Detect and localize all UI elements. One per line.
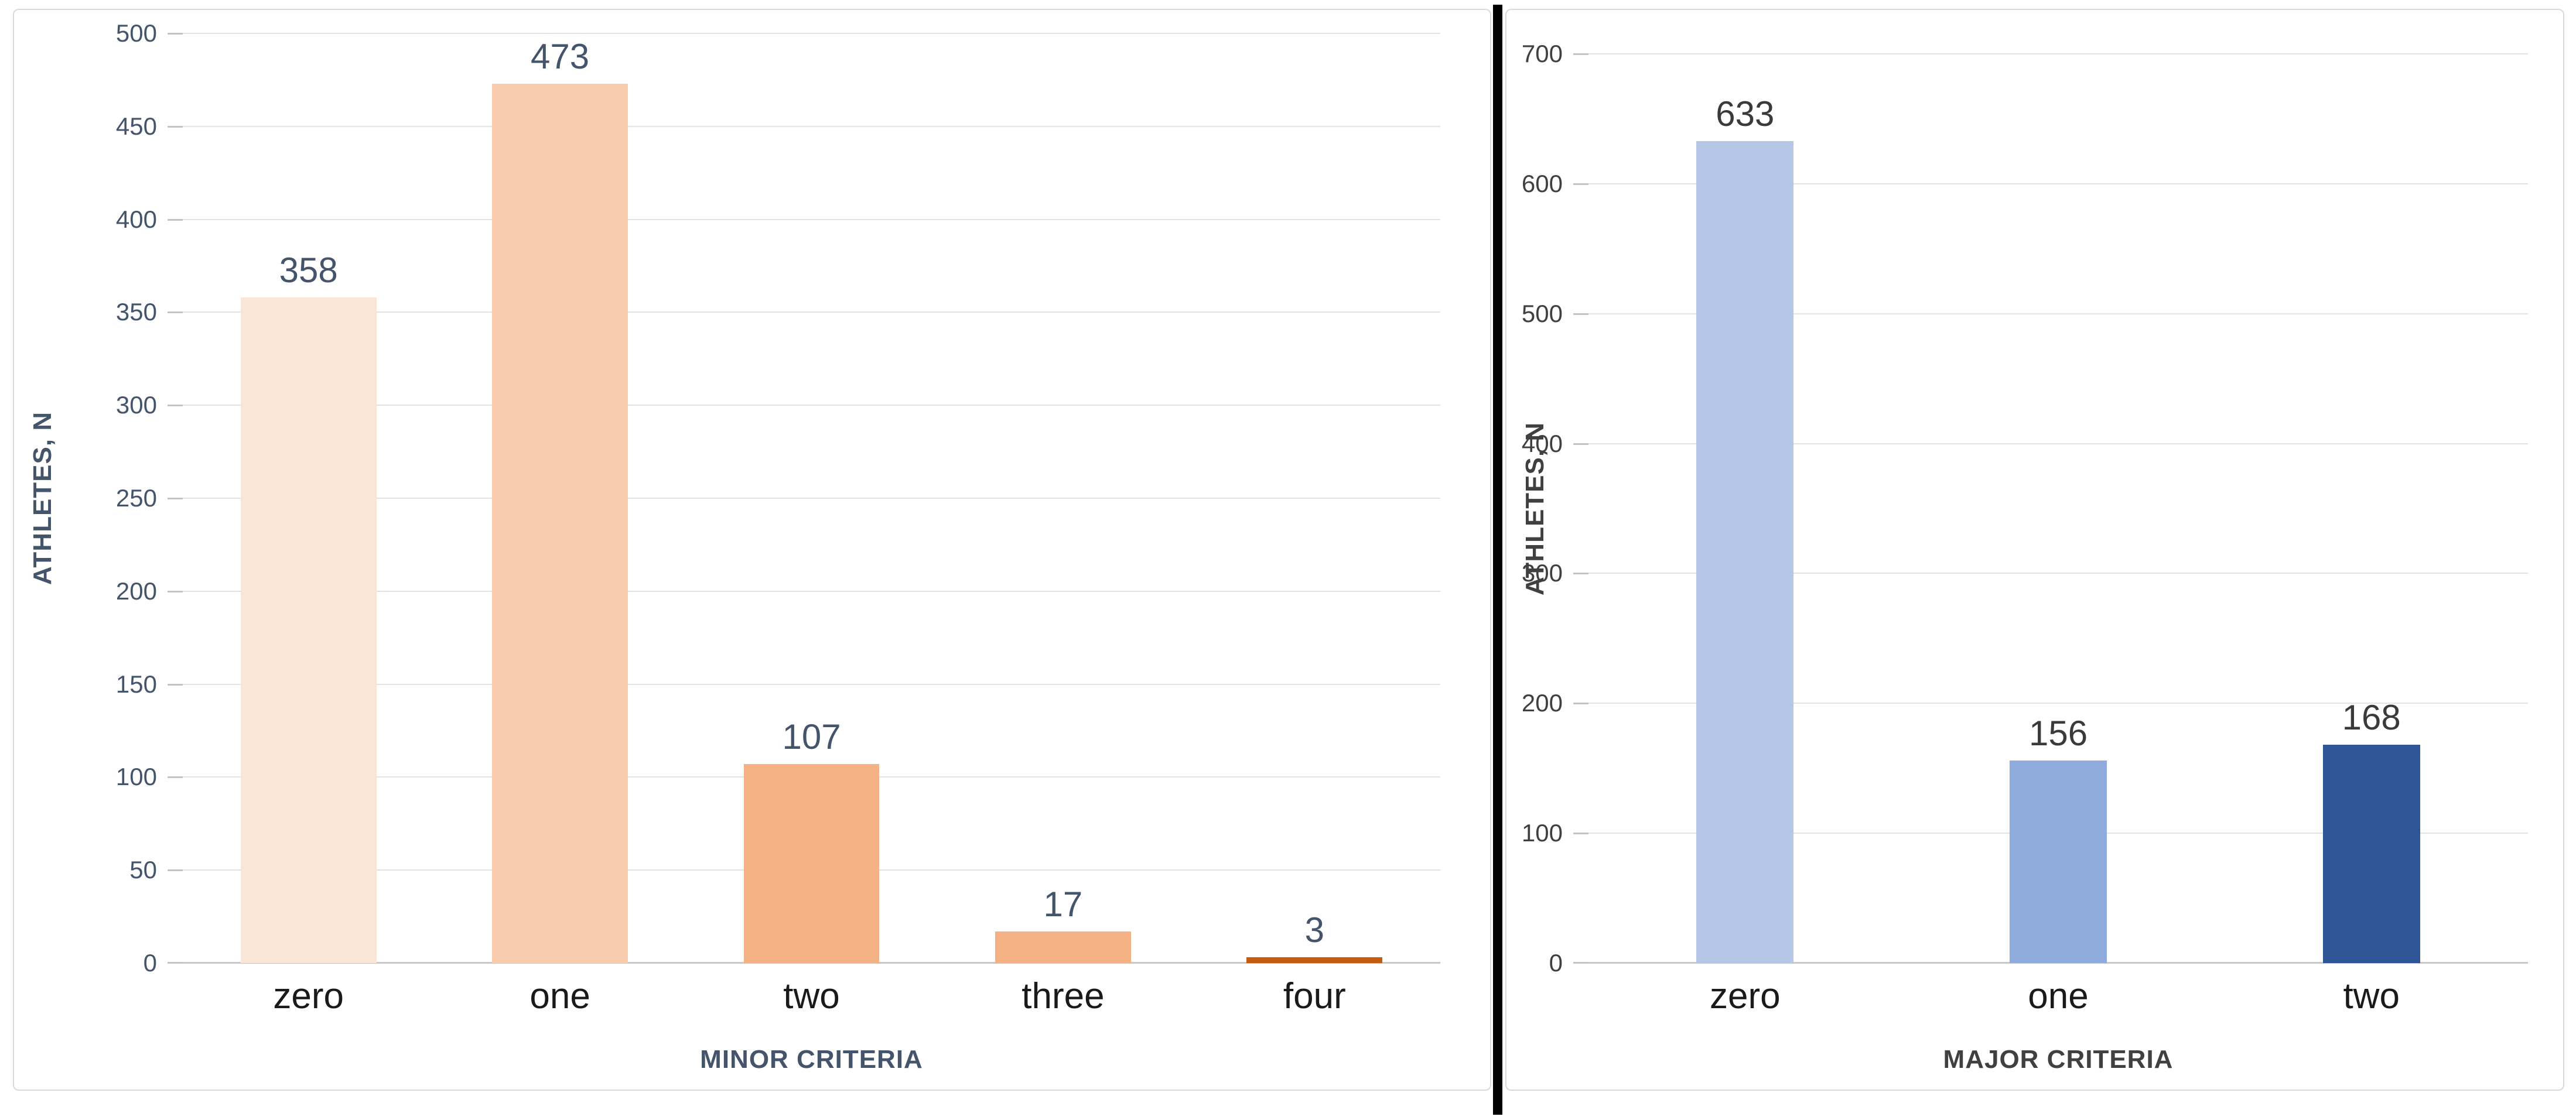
bar-value-label: 17 — [1043, 885, 1083, 924]
x-category-label: two — [783, 976, 840, 1016]
y-tick-label: 450 — [115, 112, 157, 140]
minor-criteria-chart: ATHLETES, N 0 50 100 150 200 250 300 350 400 450 5… — [13, 9, 1491, 1091]
bar-slot-one: 473 — [434, 33, 685, 963]
y-tick-label: 0 — [143, 949, 157, 977]
y-tick-label: 100 — [1521, 819, 1563, 847]
y-tick-mark — [1573, 53, 1588, 55]
bar-value-label: 168 — [2342, 698, 2401, 738]
y-tick-label: 300 — [1521, 559, 1563, 587]
bar-value-label: 473 — [531, 36, 590, 76]
y-tick-label: 600 — [1521, 169, 1563, 197]
x-category-label: two — [2343, 976, 2400, 1016]
x-category-label: zero — [273, 976, 344, 1016]
bar-value-label: 107 — [782, 717, 841, 757]
y-tick-label: 150 — [115, 670, 157, 698]
y-tick-label: 250 — [115, 484, 157, 512]
bar-slot-two: 168 — [2215, 54, 2528, 963]
gridline — [168, 125, 1440, 128]
y-tick-mark — [168, 125, 183, 128]
bar-two — [2322, 745, 2420, 963]
y-tick-mark — [168, 869, 183, 872]
x-category-label: one — [2028, 976, 2089, 1016]
y-tick-mark — [168, 683, 183, 686]
bar-value-label: 156 — [2028, 713, 2088, 753]
y-tick-mark — [168, 962, 183, 964]
bar-value-label: 3 — [1304, 910, 1325, 950]
gridline — [1573, 443, 2528, 445]
y-tick-label: 100 — [115, 763, 157, 791]
gridline — [168, 33, 1440, 35]
gridline — [168, 683, 1440, 686]
y-tick-label: 400 — [1521, 429, 1563, 457]
y-tick-mark — [168, 405, 183, 407]
y-tick-label: 50 — [129, 856, 157, 884]
bar-value-label: 633 — [1716, 94, 1775, 133]
x-axis-title: MAJOR CRITERIA — [1943, 1045, 2174, 1074]
vertical-divider — [1493, 5, 1502, 1115]
y-tick-label: 400 — [115, 205, 157, 233]
x-category-label: one — [529, 976, 590, 1016]
bar-slot-zero: 633 — [1588, 54, 1902, 963]
x-axis-title: MINOR CRITERIA — [700, 1045, 923, 1074]
y-tick-label: 0 — [1549, 949, 1563, 977]
bar-three — [995, 931, 1131, 963]
y-tick-mark — [168, 498, 183, 499]
bar-slot-three: 17 — [937, 33, 1188, 963]
gridline — [168, 590, 1440, 592]
major-criteria-chart: ATHLETES, N 0 100 200 300 400 500 600 700 633 15… — [1505, 9, 2564, 1091]
x-category-label: zero — [1710, 976, 1781, 1016]
y-tick-mark — [168, 311, 183, 314]
y-tick-mark — [1573, 703, 1588, 705]
y-tick-mark — [1573, 833, 1588, 835]
y-tick-label: 700 — [1521, 40, 1563, 67]
y-axis-tick-labels: 0 100 200 300 400 500 600 700 — [1506, 42, 1563, 975]
plot-area: 633 156 168 — [1573, 53, 2528, 964]
bar-four — [1246, 957, 1383, 963]
bar-slot-four: 3 — [1189, 33, 1440, 963]
y-axis-tick-labels: 0 50 100 150 200 250 300 350 400 450 500 — [14, 21, 157, 975]
y-tick-mark — [1573, 313, 1588, 315]
bar-zero — [1696, 141, 1794, 963]
bar-one — [492, 83, 628, 963]
y-tick-label: 500 — [1521, 299, 1563, 327]
y-tick-mark — [168, 33, 183, 35]
bar-value-label: 358 — [279, 251, 338, 290]
y-tick-label: 500 — [115, 19, 157, 47]
x-axis-category-labels: zero one two three four — [183, 978, 1440, 1015]
y-tick-label: 300 — [115, 391, 157, 419]
gridline — [1573, 703, 2528, 705]
y-tick-label: 350 — [115, 298, 157, 326]
plot-area: 358 473 107 17 3 — [168, 33, 1440, 964]
y-tick-mark — [168, 218, 183, 221]
bar-series: 633 156 168 — [1588, 54, 2528, 963]
gridline — [1573, 53, 2528, 55]
y-tick-mark — [1573, 443, 1588, 445]
x-axis-category-labels: zero one two — [1588, 978, 2528, 1015]
y-tick-label: 200 — [115, 577, 157, 605]
bar-slot-two: 107 — [686, 33, 937, 963]
y-tick-mark — [1573, 573, 1588, 575]
bar-one — [2010, 760, 2107, 963]
x-category-label: three — [1021, 976, 1105, 1016]
gridline — [168, 498, 1440, 499]
x-category-label: four — [1283, 976, 1346, 1016]
gridline — [1573, 573, 2528, 575]
bar-zero — [240, 297, 377, 963]
gridline — [168, 405, 1440, 407]
bar-slot-one: 156 — [1902, 54, 2215, 963]
y-tick-mark — [168, 776, 183, 779]
gridline — [168, 218, 1440, 221]
bar-series: 358 473 107 17 3 — [183, 33, 1440, 963]
y-tick-mark — [1573, 962, 1588, 964]
bar-slot-zero: 358 — [183, 33, 434, 963]
y-tick-label: 200 — [1521, 689, 1563, 717]
gridline — [168, 311, 1440, 314]
gridline — [1573, 313, 2528, 315]
gridline — [1573, 183, 2528, 185]
y-tick-mark — [168, 590, 183, 592]
y-tick-mark — [1573, 183, 1588, 185]
bar-two — [743, 764, 880, 963]
